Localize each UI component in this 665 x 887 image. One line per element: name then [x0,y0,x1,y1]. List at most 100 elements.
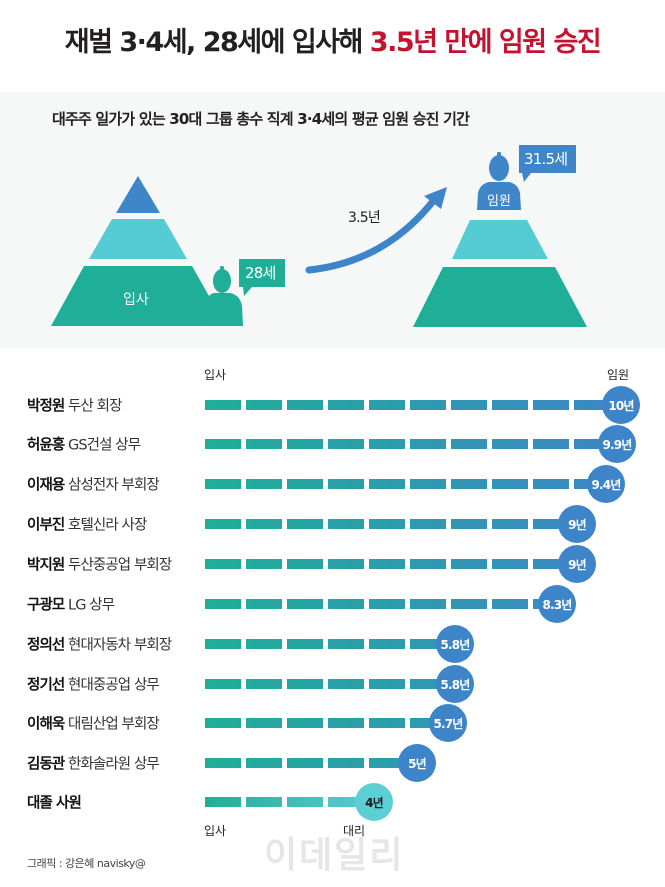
value-bubble: 5.8년 [436,625,474,663]
person-name: 정의선 [27,637,65,654]
bar-dash [328,797,364,807]
bar-dash [410,599,446,609]
value-bubble: 9.9년 [598,425,636,463]
bar-dash [328,639,364,649]
bar-dash [287,400,323,410]
bar-dash [410,639,446,649]
bar-dash [369,758,405,768]
bar-dash [492,519,528,529]
bar-dash [246,639,282,649]
bar-dash [287,559,323,569]
row-label: 박지원 두산중공업 부회장 [27,554,172,575]
bar-dash [533,400,569,410]
bar-dash [287,797,323,807]
person-title: 대림산업 부회장 [64,716,160,733]
bar-dash [246,439,282,449]
bar-dash [246,679,282,689]
bar-dash [533,479,569,489]
bar-dash [492,400,528,410]
bar-dash [410,718,446,728]
bar-dash [492,599,528,609]
axis-end-label: 임원 [607,368,630,382]
bar-dash [533,439,569,449]
bar-dash [369,439,405,449]
person-title: 현대중공업 상무 [64,677,160,694]
bar-dash [246,797,282,807]
bar-dash [246,519,282,529]
value-bubble: 4년 [355,783,393,821]
bar-dash [205,718,241,728]
bar-dash [287,439,323,449]
bar-dash [205,599,241,609]
person-title: 한화솔라원 상무 [64,756,160,773]
axis-bottom-start-label: 입사 [204,824,227,838]
bar-dash [287,679,323,689]
person-name: 정기선 [27,677,65,694]
bar-dash [246,479,282,489]
row-label: 정기선 현대중공업 상무 [27,674,160,695]
bar-dash [205,400,241,410]
row-label: 박정원 두산 회장 [27,395,122,416]
bar-dash [369,400,405,410]
row-label: 정의선 현대자동차 부회장 [27,634,172,655]
bar-dash [205,439,241,449]
exec-label: 임원 [487,194,511,209]
person-name: 이해욱 [27,716,65,733]
row-label: 이부진 호텔신라 사장 [27,514,147,535]
credit: 그래픽 : 강은혜 navisky@ [27,857,146,870]
bar-dash [533,559,569,569]
promotion-illustration [51,145,587,327]
bar-dash [410,519,446,529]
bar-dash [451,400,487,410]
axis-bottom-end-label: 대리 [343,824,366,838]
bar-dash [451,599,487,609]
row-label: 이재용 삼성전자 부회장 [27,474,160,495]
row-label: 대졸 사원 [27,792,82,813]
bar-dash [287,599,323,609]
bar-dash [410,400,446,410]
bar-dash [287,718,323,728]
bar-dash [328,439,364,449]
row-label: 김동관 한화솔라원 상무 [27,753,160,774]
bar-dash [451,439,487,449]
person-title: LG 상무 [64,597,115,614]
bar-dash [246,599,282,609]
bar-dash [410,439,446,449]
bar-dash [369,599,405,609]
bar-dash [574,400,610,410]
value-bubble: 5.7년 [429,704,467,742]
person-name: 김동관 [27,756,65,773]
row-label: 구광모 LG 상무 [27,594,115,615]
bar-dash [369,639,405,649]
bar-dash [451,519,487,529]
value-bubble: 9년 [558,505,596,543]
bar-dash [369,479,405,489]
value-bubble: 8.3년 [538,585,576,623]
headline: 재벌 3·4세, 28세에 입사해 3.5년 만에 임원 승진 [0,20,665,59]
promotion-arrow-icon [305,187,447,274]
person-name: 박지원 [27,557,65,574]
bar-dash [328,718,364,728]
bar-dash [410,679,446,689]
bar-dash [287,639,323,649]
headline-main: 재벌 3·4세, 28세에 입사해 [64,27,370,58]
bar-dash [328,599,364,609]
bar-dash [205,519,241,529]
bar-dash [492,479,528,489]
person-title: 두산중공업 부회장 [64,557,172,574]
bar-dash [574,439,610,449]
exec-age-text: 31.5세 [524,150,568,168]
bar-dash [205,479,241,489]
person-title: GS건설 상무 [64,437,141,454]
person-title: 삼성전자 부회장 [64,477,160,494]
row-label: 이해욱 대림산업 부회장 [27,713,160,734]
bar-dash [246,758,282,768]
bar-dash [328,679,364,689]
bar-dash [328,758,364,768]
bar-dash [451,559,487,569]
bar-dash [369,718,405,728]
bar-dash [328,479,364,489]
arrow-duration-label: 3.5년 [348,210,381,226]
bar-dash [287,758,323,768]
